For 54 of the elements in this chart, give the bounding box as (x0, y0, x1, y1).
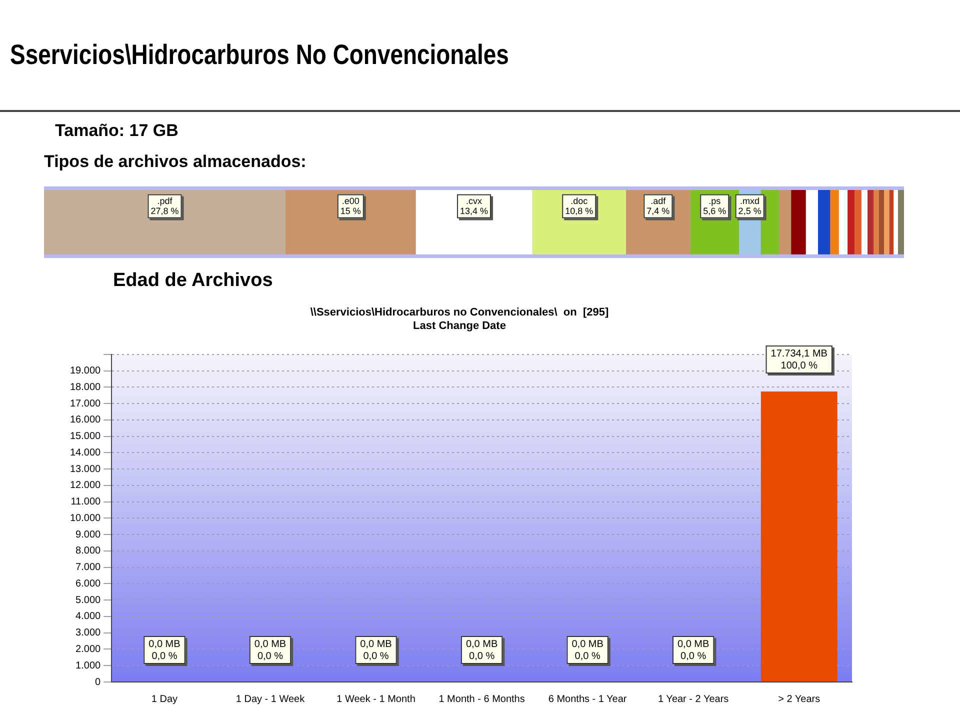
x-tick-label: 1 Week - 1 Month (336, 694, 416, 705)
y-tick-label: 2.000 (76, 644, 102, 655)
data-label: 10,8 % (565, 206, 594, 216)
y-tick-label: 16.000 (70, 414, 102, 426)
chart-subtitle: Last Change Date (413, 320, 506, 332)
y-tick-label: 4.000 (76, 611, 102, 622)
data-label: 0,0 MB 0,0 % (360, 638, 392, 662)
data-label: 0,0 MB 0,0 % (254, 638, 286, 662)
series-label: .cvx (466, 196, 482, 206)
x-tick-label: 6 Months - 1 Year (548, 694, 628, 705)
y-tick-label: 18.000 (70, 382, 102, 393)
y-tick-label: 5.000 (76, 594, 102, 606)
x-tick-label: > 2 Years (778, 694, 820, 705)
text: Tamaño: 17 GB (55, 121, 178, 141)
y-tick-label: 17.000 (70, 398, 102, 410)
data-label: 0,0 MB 0,0 % (466, 638, 498, 662)
y-tick-label: 13.000 (70, 464, 102, 475)
y-tick-label: 9.000 (76, 529, 102, 540)
data-label: 13,4 % (460, 206, 488, 216)
data-label: 0,0 MB 0,0 % (148, 638, 181, 662)
x-tick-label: 1 Year - 2 Years (658, 694, 729, 705)
series-label: .doc (570, 196, 588, 206)
series-label: .e00 (342, 196, 360, 206)
y-tick-label: 6.000 (76, 578, 102, 590)
data-label: 7,4 % (646, 206, 670, 216)
chart-title: Tipos de archivos almacenados: (44, 152, 306, 171)
data-label: 5,6 % (703, 206, 726, 216)
data-label: 0,0 MB 0,0 % (572, 638, 604, 662)
text: Edad de Archivos (113, 270, 273, 292)
data-label: 0,0 MB 0,0 % (677, 638, 710, 662)
y-tick-label: 8.000 (76, 546, 102, 557)
y-tick-label: 0 (95, 676, 102, 688)
x-tick-label: 1 Day - 1 Week (236, 694, 306, 705)
y-tick-label: 14.000 (70, 447, 102, 458)
y-tick-label: 1.000 (76, 660, 102, 672)
y-tick-label: 11.000 (70, 496, 102, 508)
data-label: 2,5 % (738, 206, 762, 216)
series-label: .adf (650, 196, 666, 206)
series-label: .mxd (740, 196, 760, 206)
chart-title: \\Sservicios\Hidrocarburos no Convencionales\ on [295] (310, 306, 609, 319)
series-label: .pdf (157, 196, 173, 206)
y-tick-label: 15.000 (70, 431, 102, 442)
y-tick-label: 3.000 (76, 628, 102, 639)
series-label: .ps (708, 196, 722, 206)
data-label: 17.734,1 MB 100,0 % (770, 348, 828, 372)
text: Sservicios\Hidrocarburos No Convencionales (10, 39, 509, 71)
y-tick-label: 12.000 (70, 480, 102, 492)
y-tick-label: 10.000 (70, 512, 102, 524)
y-tick-label: 19.000 (70, 366, 102, 377)
data-label: 27,8 % (150, 206, 179, 216)
x-tick-label: 1 Month - 6 Months (438, 694, 525, 705)
data-label: 15 % (340, 206, 361, 216)
x-tick-label: 1 Day (151, 694, 178, 705)
y-tick-label: 7.000 (76, 562, 102, 574)
